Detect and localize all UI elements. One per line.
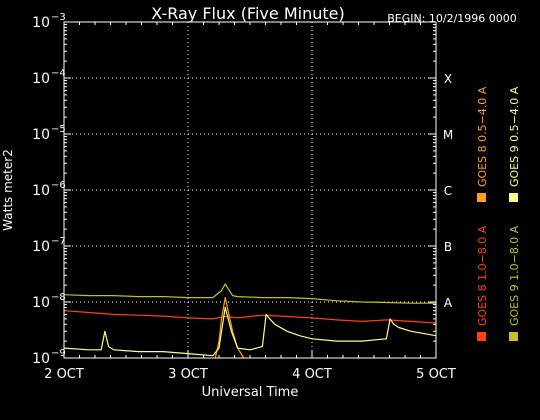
series-line xyxy=(63,283,436,304)
legend-label: GOES 9 1.0−8.0 A xyxy=(508,225,521,326)
x-axis-label: Universal Time xyxy=(202,385,299,400)
series-line xyxy=(63,306,437,357)
y-tick-exponent: −5 xyxy=(51,124,66,135)
x-tick-label: 3 OCT xyxy=(168,367,208,382)
flare-class-label: X xyxy=(444,72,452,86)
flare-class-label: B xyxy=(444,240,452,254)
y-tick-exponent: −4 xyxy=(51,68,66,79)
series-line xyxy=(63,310,437,324)
x-tick-label: 2 OCT xyxy=(44,367,84,382)
y-tick-label: 10 xyxy=(32,295,50,311)
begin-label: BEGIN: 10/2/1996 0000 xyxy=(387,12,517,25)
y-tick-exponent: −9 xyxy=(51,348,66,359)
legend-swatch xyxy=(509,332,518,341)
chart-title: X-Ray Flux (Five Minute) xyxy=(151,4,344,23)
plot-frame xyxy=(63,21,437,359)
y-tick-label: 10 xyxy=(32,351,50,367)
legend-label: GOES 8 1.0−8.0 A xyxy=(476,225,489,326)
x-tick-label: 5 OCT xyxy=(416,367,456,382)
y-tick-exponent: −3 xyxy=(51,12,66,23)
y-tick-label: 10 xyxy=(32,183,50,199)
y-tick-exponent: −8 xyxy=(51,292,66,303)
y-tick-exponent: −6 xyxy=(51,180,66,191)
legend-swatch xyxy=(477,193,486,202)
legend-swatch xyxy=(509,193,518,202)
y-tick-label: 10 xyxy=(32,127,50,143)
legend-swatch xyxy=(477,332,486,341)
legend: GOES 8 1.0−8.0 A GOES 8 0.5−4.0 A GOES 9 1… xyxy=(476,86,521,341)
y-axis-label: Watts meter2 xyxy=(1,149,15,231)
y-tick-label: 10 xyxy=(32,15,50,31)
legend-label: GOES 9 0.5−4.0 A xyxy=(508,86,521,187)
plot-area: 10 −310 −410 −510 −610 −710 −810 −92 OCT 3 OCT 4 … xyxy=(32,12,456,382)
legend-label: GOES 8 0.5−4.0 A xyxy=(476,86,489,187)
flare-class-label: M xyxy=(443,128,453,142)
y-tick-label: 10 xyxy=(32,71,50,87)
x-tick-label: 4 OCT xyxy=(292,367,332,382)
y-tick-label: 10 xyxy=(32,239,50,255)
y-tick-exponent: −7 xyxy=(51,236,66,247)
flare-class-label: A xyxy=(444,296,453,310)
flare-class-label: C xyxy=(444,184,452,198)
